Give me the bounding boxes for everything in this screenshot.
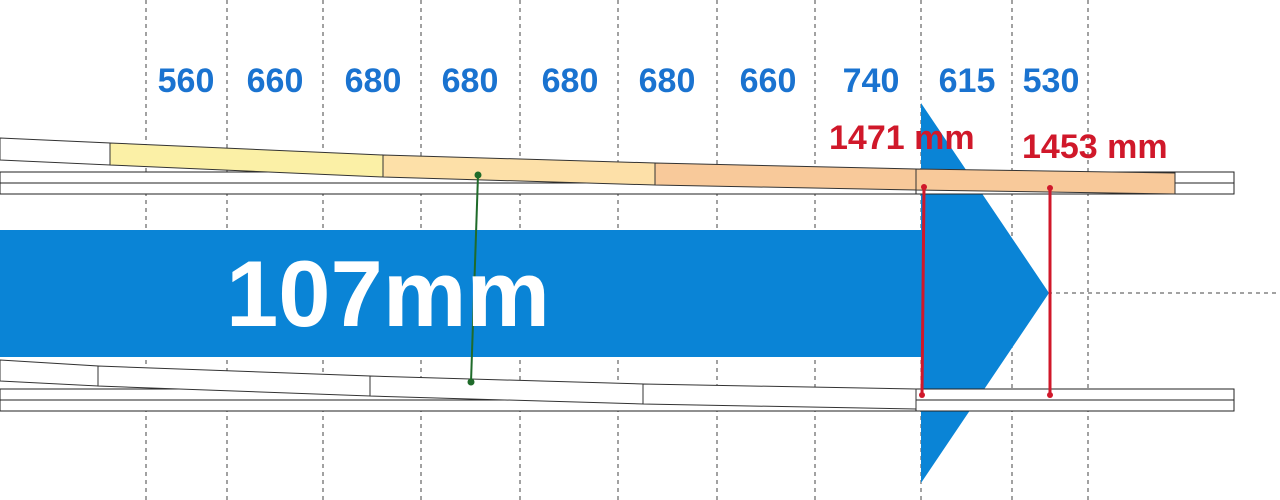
segment-length-label: 560: [158, 62, 215, 100]
segment-length-label: 680: [345, 62, 402, 100]
orange-piece-end: [915, 168, 1176, 195]
top-diverging-rail: [0, 137, 1176, 195]
gauge-label: 107mm: [226, 241, 550, 346]
segment-length-label: 680: [442, 62, 499, 100]
segment-length-label: 680: [639, 62, 696, 100]
direction-arrow: [0, 103, 1049, 483]
segment-length-label: 740: [843, 62, 900, 100]
white-piece: [0, 137, 111, 166]
bottom-diverging-rail: [0, 359, 917, 410]
measurement-label-1: 1471 mm: [829, 119, 975, 157]
segment-length-label: 615: [939, 62, 996, 100]
orange-piece: [654, 162, 917, 191]
red-measure-line-2: [1047, 185, 1053, 398]
white-piece: [0, 359, 99, 387]
segment-length-label: 680: [542, 62, 599, 100]
segment-length-label: 660: [247, 62, 304, 100]
white-piece: [642, 383, 917, 410]
red-measure-line-1: [919, 184, 927, 398]
segment-labels: 560 660 680 680 680 680 660 740 615 530: [158, 62, 1080, 100]
gauge-measure-line: [467, 171, 482, 386]
segment-length-label: 530: [1023, 62, 1080, 100]
segment-length-label: 660: [740, 62, 797, 100]
measurement-label-2: 1453 mm: [1022, 128, 1168, 166]
